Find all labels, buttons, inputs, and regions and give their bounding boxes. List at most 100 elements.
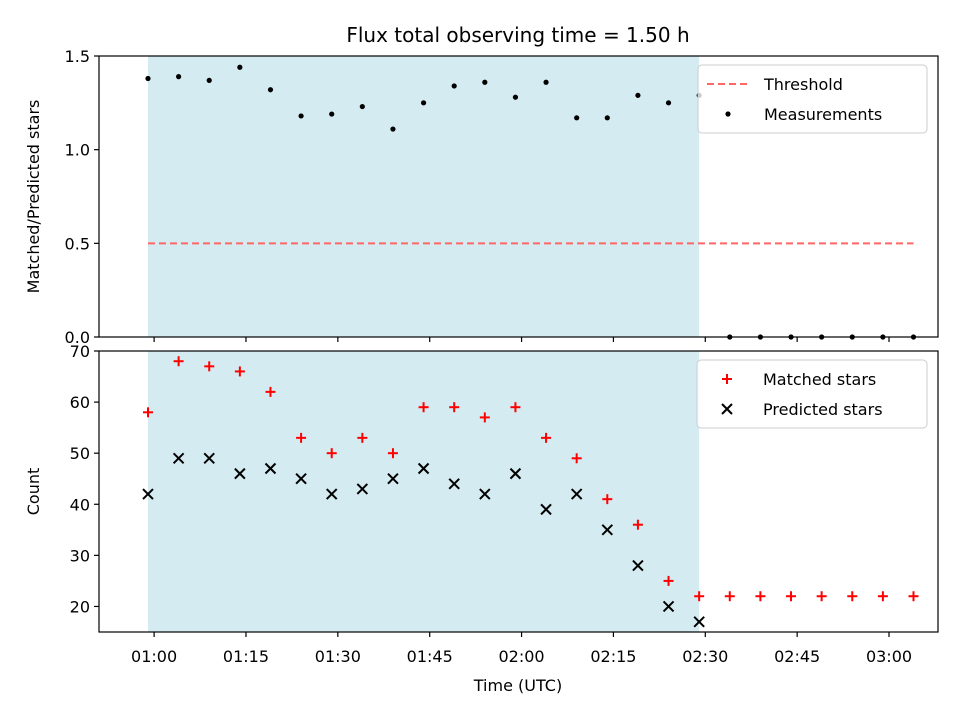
data-point (509, 467, 522, 480)
x-tick-label: 01:45 (407, 647, 453, 666)
data-point (512, 94, 519, 100)
data-point-stroke (295, 473, 307, 485)
data-point-stroke (234, 467, 246, 480)
data-point (172, 452, 185, 464)
data-point (602, 494, 613, 505)
data-point (206, 77, 212, 83)
data-point (510, 402, 521, 413)
legend-label: Predicted stars (763, 400, 883, 419)
legend-marker (722, 374, 732, 384)
data-point (632, 519, 643, 530)
data-point-stroke (448, 478, 460, 490)
data-point-stroke (540, 503, 552, 516)
data-point (632, 559, 644, 572)
data-point-stroke (509, 467, 522, 480)
data-point (418, 402, 429, 413)
axes-frame (98, 55, 939, 338)
data-point (604, 115, 610, 121)
data-point (176, 74, 182, 80)
data-point (816, 591, 827, 602)
data-point (482, 79, 488, 85)
data-point (145, 75, 151, 82)
x-tick-label: 01:30 (315, 647, 361, 666)
data-point (479, 412, 490, 423)
data-point (417, 462, 430, 475)
x-tick-label: 02:30 (682, 647, 728, 666)
data-point-stroke (693, 616, 705, 628)
data-point (540, 503, 552, 516)
x-tick-label: 02:00 (499, 647, 545, 666)
data-point-stroke (601, 524, 614, 536)
data-point-stroke (479, 488, 491, 500)
data-point (721, 403, 733, 415)
data-point-stroke (387, 473, 399, 485)
series-matched-stars (142, 356, 919, 602)
data-point-stroke (172, 452, 185, 464)
data-point (448, 478, 460, 490)
figure-title: Flux total observing time = 1.50 h (346, 23, 689, 47)
legend-marker (721, 403, 733, 415)
x-tick-label: 02:15 (590, 647, 636, 666)
data-point (755, 591, 766, 602)
data-point-stroke (570, 488, 583, 500)
data-point (724, 591, 735, 602)
data-point (142, 488, 154, 500)
legend: Threshold Measurements (697, 64, 928, 134)
data-point-stroke (326, 488, 338, 500)
data-point (265, 386, 276, 397)
y-axis-label: Matched/Predicted stars (24, 100, 43, 294)
x-axis-label: Time (UTC) (473, 676, 562, 695)
data-point (786, 591, 797, 602)
legend-label: Matched stars (763, 370, 876, 389)
y-tick-label: 0.0 (65, 328, 90, 347)
data-point (295, 473, 307, 485)
data-point (543, 79, 549, 85)
data-point (390, 126, 396, 132)
axes-frame (98, 350, 939, 633)
data-point (326, 448, 337, 459)
data-point (203, 452, 215, 464)
series-predicted-stars (142, 452, 705, 628)
data-point-stroke (417, 462, 430, 475)
data-point (541, 432, 552, 443)
legend-marker (725, 111, 731, 117)
legend-label: Threshold (763, 75, 843, 94)
data-point (908, 591, 919, 602)
shaded-region (147, 56, 700, 337)
data-point (601, 524, 614, 536)
y-tick-label: 40 (70, 495, 90, 514)
data-point (479, 488, 491, 500)
data-point (267, 87, 274, 93)
data-point-stroke (264, 462, 277, 475)
legend: Matched stars Predicted stars (696, 359, 928, 429)
data-point-stroke (721, 403, 733, 415)
legend-frame (697, 64, 928, 134)
data-point-stroke (662, 600, 675, 613)
data-point (234, 366, 245, 377)
y-tick-label: 0.5 (65, 234, 90, 253)
data-point (570, 488, 583, 500)
y-tick-label: 60 (70, 393, 90, 412)
y-tick-label: 50 (70, 444, 90, 463)
legend-frame (696, 359, 928, 429)
data-point (329, 111, 335, 117)
x-tick-label: 03:00 (866, 647, 912, 666)
data-point (296, 432, 307, 443)
data-point (237, 64, 243, 70)
data-point (326, 488, 338, 500)
data-point (356, 483, 369, 495)
bottom-panel: 20 30 40 50 60 70 01:00 01:15 01:30 01:45 02:00 02:… (24, 342, 939, 666)
data-point-stroke (142, 488, 154, 500)
data-point (725, 111, 731, 117)
y-tick-label: 1.0 (65, 141, 90, 160)
data-point-stroke (632, 559, 644, 572)
data-point (449, 402, 460, 413)
data-point (357, 432, 368, 443)
data-point (387, 448, 398, 459)
data-point (204, 361, 215, 372)
x-tick-label: 01:00 (131, 647, 177, 666)
data-point-stroke (356, 483, 369, 495)
data-point (662, 600, 675, 613)
data-point (847, 591, 858, 602)
